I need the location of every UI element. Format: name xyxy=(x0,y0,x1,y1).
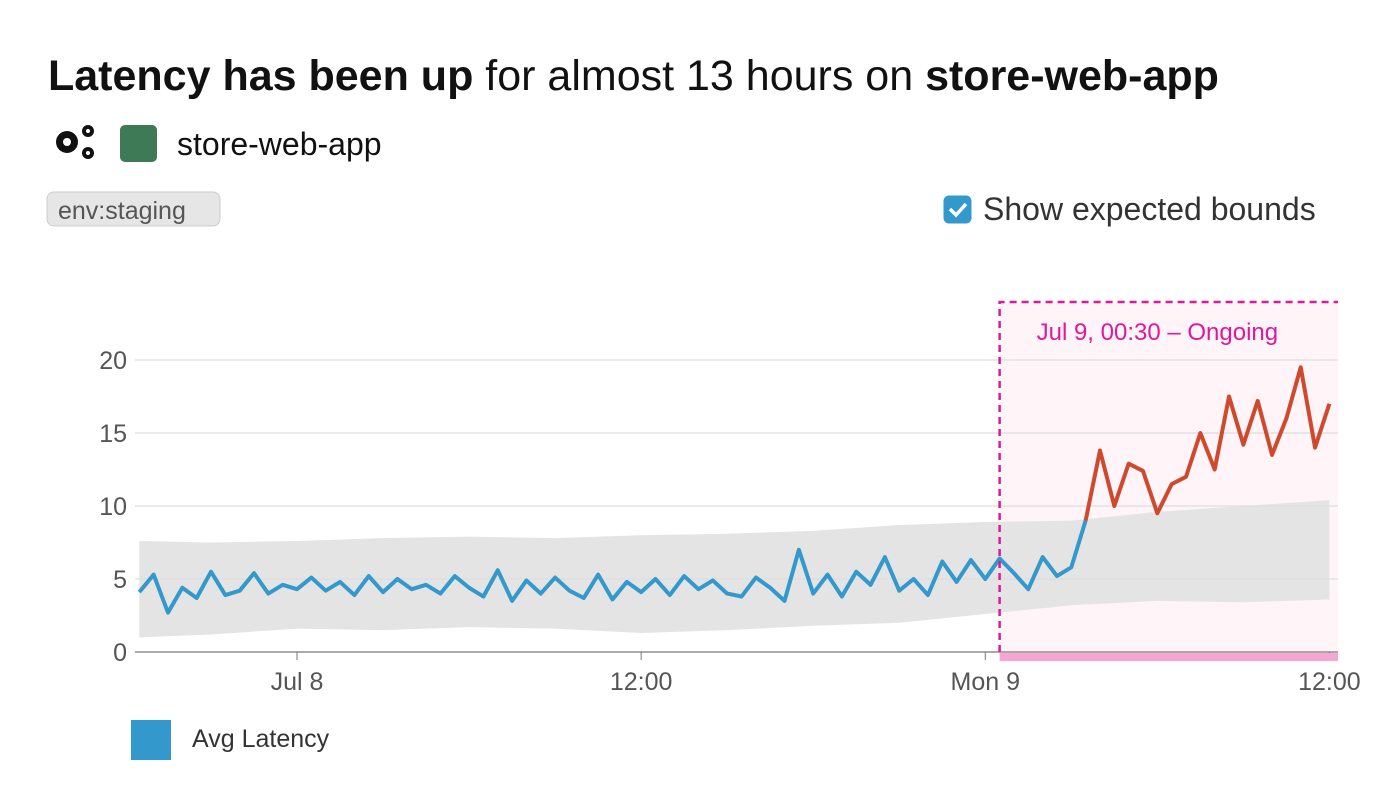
tag-chip xyxy=(46,191,221,227)
toggle-label[interactable]: Show expected bounds xyxy=(983,191,1316,227)
legend-swatch xyxy=(131,720,171,760)
anomaly-border xyxy=(998,300,1338,652)
service-swatch xyxy=(120,125,157,162)
gears-icon xyxy=(56,125,94,159)
y-tick-label: 0 xyxy=(113,639,127,667)
anomaly-bar xyxy=(999,653,1338,661)
title-part: for almost 13 hours on xyxy=(473,52,925,100)
expected-bounds xyxy=(139,500,1330,638)
bounds-toggle[interactable]: Show expected bounds xyxy=(943,191,1316,227)
latency-line xyxy=(137,520,1088,615)
x-tick-label: 12:00 xyxy=(610,668,673,696)
title: Latency has been up for almost 13 hours … xyxy=(48,52,1219,100)
checkmark xyxy=(948,202,968,218)
y-tick-label: 20 xyxy=(99,347,127,375)
tag-text: env:staging xyxy=(58,197,186,225)
anomaly-label: Jul 9, 00:30 – Ongoing xyxy=(1037,319,1279,346)
plot: 0 5 10 15 20 Jul 8 12:00 Mon 9 12:00 Jul 9, 00:30… xyxy=(99,300,1361,696)
y-tick-label: 10 xyxy=(99,493,127,521)
y-tick-label: 5 xyxy=(113,566,127,594)
checkbox[interactable] xyxy=(943,195,972,224)
latency-line xyxy=(1083,365,1332,522)
title-part: Latency has been up xyxy=(48,52,473,100)
legend-label: Avg Latency xyxy=(192,725,330,753)
x-tick-label: Mon 9 xyxy=(951,668,1020,696)
title-part: store-web-app xyxy=(925,52,1219,100)
y-tick-label: 15 xyxy=(99,420,127,448)
x-tick-label: Jul 8 xyxy=(271,668,324,696)
x-tick-label: 12:00 xyxy=(1298,668,1361,696)
service-name: store-web-app xyxy=(177,126,382,162)
